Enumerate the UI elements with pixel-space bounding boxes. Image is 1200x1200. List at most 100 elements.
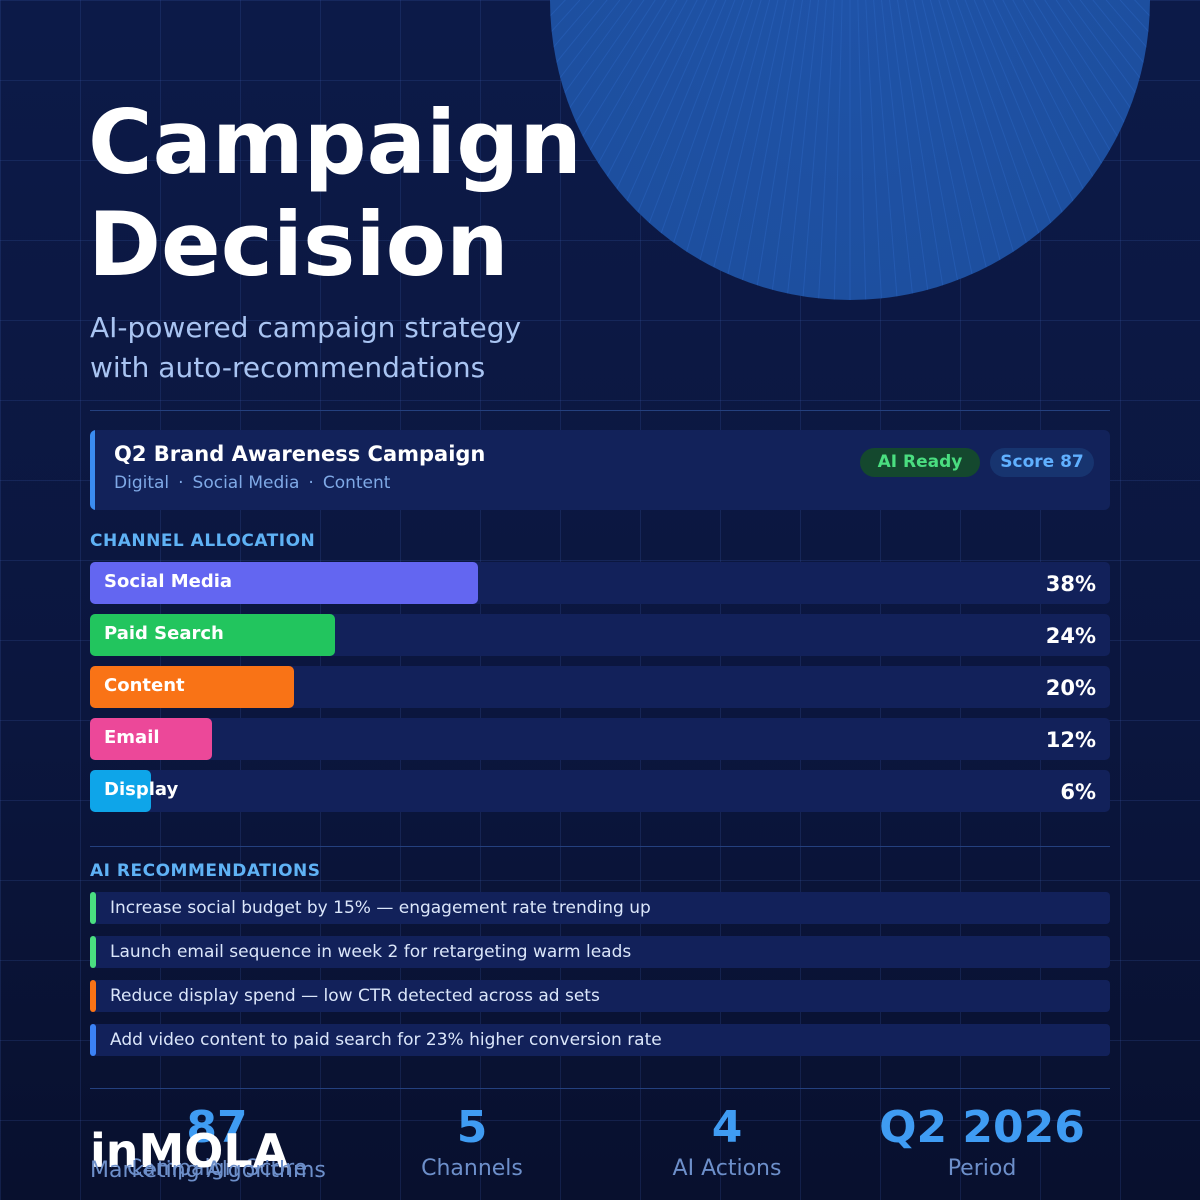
channel-bar-row[interactable]: Social Media 38% (90, 562, 1110, 604)
circle-ray (1105, 0, 1150, 53)
channel-bar-percent: 20% (1045, 676, 1096, 700)
circle-ray (550, 0, 595, 53)
circle-ray (913, 0, 979, 300)
decorative-circle (550, 0, 1150, 300)
circle-ray (627, 0, 736, 279)
circle-ray (582, 0, 708, 260)
channel-bar-row[interactable]: Paid Search 24% (90, 614, 1110, 656)
circle-ray (992, 0, 1118, 260)
circle-ray (983, 0, 1103, 267)
channel-bar-row[interactable]: Display 6% (90, 770, 1110, 812)
stat-label: Channels (421, 1156, 523, 1181)
circle-ray (857, 0, 867, 300)
brand-tagline: Marketing Algorithms (90, 1158, 326, 1183)
circle-ray (689, 0, 771, 300)
recommendation-accent (90, 980, 96, 1012)
channel-bar-row[interactable]: Email 12% (90, 718, 1110, 760)
circle-ray (1067, 0, 1150, 114)
circle-ray (705, 0, 779, 300)
circle-ray (833, 0, 843, 300)
recommendation-text: Launch email sequence in week 2 for reta… (110, 942, 632, 962)
circle-ray (553, 0, 688, 246)
recommendation-text: Reduce display spend — low CTR detected … (110, 986, 600, 1006)
circle-ray (850, 0, 1150, 24)
stat-period: Q2 2026 Period (855, 1100, 1109, 1182)
channel-bar-fill (90, 562, 478, 604)
circle-ray (873, 0, 898, 300)
circle-ray (550, 0, 551, 1)
circle-ray (597, 0, 717, 267)
stat-channels: 5 Channels (345, 1100, 599, 1182)
recommendation-item[interactable]: Add video content to paid search for 23%… (90, 1024, 1110, 1056)
circle-ray (770, 0, 812, 300)
circle-ray (1012, 0, 1147, 246)
circle-ray (888, 0, 930, 300)
circle-ray (550, 0, 678, 221)
circle-ray (550, 0, 581, 34)
recommendation-item[interactable]: Reduce display spend — low CTR detected … (90, 980, 1110, 1012)
circle-ray (550, 0, 850, 10)
recommendation-accent (90, 1024, 96, 1056)
circle-ray (973, 0, 1088, 273)
campaign-card[interactable]: Q2 Brand Awareness Campaign Digital · Soci… (90, 430, 1110, 510)
channel-bar-fill (90, 770, 151, 812)
recommendation-accent (90, 892, 96, 924)
circle-ray (865, 0, 882, 300)
subtitle-line-2: with auto-recommendations (90, 351, 486, 384)
circle-ray (642, 0, 745, 285)
tag-separator: · (308, 473, 314, 493)
recommendation-item[interactable]: Launch email sequence in week 2 for reta… (90, 936, 1110, 968)
divider-top (90, 410, 1110, 411)
circle-ray (818, 0, 835, 300)
channel-bar-percent: 38% (1045, 572, 1096, 596)
circle-ray (1119, 0, 1150, 34)
campaign-tag: Social Media (192, 473, 300, 493)
channel-allocation-heading: CHANNEL ALLOCATION (90, 531, 316, 551)
circle-ray (568, 0, 698, 253)
stat-ai-actions: 4 AI Actions (600, 1100, 854, 1182)
campaign-name: Q2 Brand Awareness Campaign (114, 442, 486, 466)
page-title-line-2: Decision (88, 193, 509, 296)
circle-ray (550, 0, 656, 163)
stat-value: 5 (456, 1102, 488, 1153)
stat-label: Campaign Score (126, 1156, 308, 1181)
circle-ray (929, 0, 1011, 300)
circle-ray (946, 0, 1043, 290)
circle-ray (657, 0, 754, 290)
circle-ray (881, 0, 914, 300)
circle-ray (955, 0, 1058, 285)
circle-ray (921, 0, 995, 300)
circle-ray (1055, 0, 1150, 138)
circle-ray (1149, 0, 1150, 1)
divider-middle (90, 846, 1110, 847)
channel-bar-label: Display (104, 779, 179, 800)
channel-bar-row[interactable]: Content 20% (90, 666, 1110, 708)
channel-bar-fill (90, 718, 212, 760)
circle-ray (612, 0, 727, 273)
circle-ray (1022, 0, 1150, 221)
circle-ray (1033, 0, 1150, 191)
campaign-card-accent (90, 430, 95, 510)
tag-separator: · (178, 473, 184, 493)
circle-ray (1002, 0, 1132, 253)
circle-ray (754, 0, 803, 300)
recommendation-item[interactable]: Increase social budget by 15% — engageme… (90, 892, 1110, 924)
brand-logo: inMOLA (90, 1124, 289, 1178)
subtitle-line-1: AI-powered campaign strategy (90, 311, 522, 344)
circle-ray (550, 0, 850, 24)
circle-ray (673, 0, 762, 295)
channel-bar-percent: 24% (1045, 624, 1096, 648)
circle-ray (786, 0, 819, 300)
stat-label: Period (947, 1156, 1017, 1181)
channel-bar-fill (90, 666, 294, 708)
channel-bar-label: Social Media (104, 571, 233, 592)
channel-bar-label: Content (104, 675, 185, 696)
recommendation-accent (90, 936, 96, 968)
stat-label: AI Actions (672, 1156, 782, 1181)
channel-bar-label: Email (104, 727, 160, 748)
recommendation-text: Increase social budget by 15% — engageme… (110, 898, 651, 918)
circle-ray (721, 0, 787, 300)
circle-ray (964, 0, 1073, 279)
circle-ray (938, 0, 1027, 295)
circle-ray (550, 0, 667, 191)
